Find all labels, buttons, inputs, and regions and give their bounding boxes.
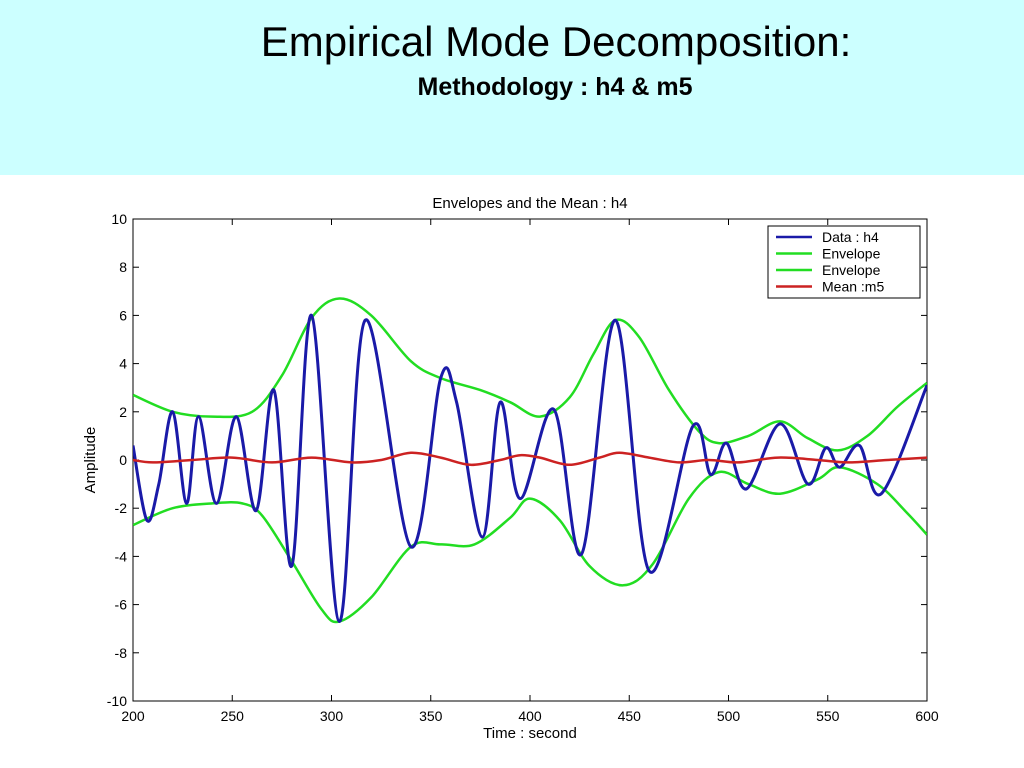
- legend-label: Mean :m5: [822, 279, 884, 295]
- x-tick-label: 350: [419, 708, 443, 724]
- envelope-chart: 200 250 300 350 400 450 500 550 600 10 8 6 4 2 0 -2 -4 -6…: [82, 195, 939, 742]
- series-line-mean-m5: [133, 451, 927, 467]
- y-tick-label: 2: [119, 404, 127, 420]
- x-tick-label: 500: [717, 708, 741, 724]
- x-tick-label: 600: [915, 708, 939, 724]
- slide-header: [0, 0, 1024, 175]
- series-line-data-h4: [133, 313, 927, 624]
- x-tick-label: 200: [121, 708, 145, 724]
- series-line-envelope-upper: [133, 297, 927, 452]
- y-tick-label: -8: [115, 645, 128, 661]
- y-tick-label: -2: [115, 500, 128, 516]
- slide-subtitle: Methodology : h4 & m5: [417, 73, 693, 101]
- y-tick-label: 0: [119, 452, 127, 468]
- plot-area: [132, 218, 928, 702]
- x-axis-label: Time : second: [483, 725, 577, 742]
- y-tick-label: 10: [111, 211, 127, 227]
- y-tick-label: -10: [107, 693, 127, 709]
- y-axis-label: Amplitude: [82, 427, 99, 494]
- series-layer: [133, 297, 927, 624]
- series-line-envelope-lower: [133, 465, 927, 624]
- y-tick-label: -4: [115, 548, 128, 564]
- chart-title: Envelopes and the Mean : h4: [432, 195, 627, 212]
- y-tick-label: 8: [119, 259, 127, 275]
- x-tick-label: 250: [221, 708, 245, 724]
- y-tick-label: -6: [115, 597, 128, 613]
- x-tick-label: 400: [518, 708, 542, 724]
- y-tick-label: 6: [119, 307, 127, 323]
- x-tick-label: 550: [816, 708, 840, 724]
- legend-label: Data : h4: [822, 229, 879, 245]
- x-tick-label: 300: [320, 708, 344, 724]
- y-tick-label: 4: [119, 356, 127, 372]
- axis-layer: 200 250 300 350 400 450 500 550 600 10 8 6 4 2 0 -2 -4 -6…: [107, 211, 939, 724]
- legend-label: Envelope: [822, 262, 881, 278]
- x-tick-label: 450: [618, 708, 642, 724]
- slide-title: Empirical Mode Decomposition:: [260, 18, 852, 65]
- legend-label: Envelope: [822, 246, 881, 262]
